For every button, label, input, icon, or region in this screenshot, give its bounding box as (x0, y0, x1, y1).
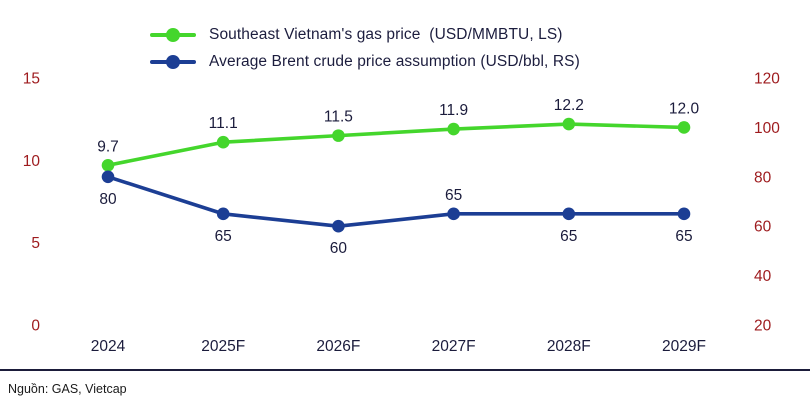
x-axis-label: 2024 (91, 338, 126, 355)
data-point (562, 207, 576, 221)
footer-divider (0, 369, 810, 371)
right-axis-tick: 100 (754, 120, 780, 137)
data-label: 11.1 (209, 115, 238, 132)
data-point (332, 219, 345, 233)
x-axis-label: 2028F (547, 338, 591, 355)
chart-legend: Southeast Vietnam's gas price (USD/MMBTU… (150, 26, 580, 71)
right-axis-tick: 60 (754, 219, 772, 236)
legend-label-gas-price: Southeast Vietnam's gas price (USD/MMBTU… (209, 26, 563, 43)
data-point (677, 207, 691, 221)
data-label: 65 (560, 228, 577, 245)
data-label: 12.2 (554, 97, 584, 114)
right-axis-tick: 20 (754, 318, 772, 335)
x-axis-label: 2026F (316, 338, 360, 355)
data-point (677, 121, 691, 134)
data-label: 80 (99, 191, 117, 208)
data-label: 65 (215, 228, 232, 245)
x-axis-label: 2025F (201, 338, 245, 355)
left-axis-tick: 0 (31, 318, 40, 335)
data-point (447, 207, 460, 221)
legend-marker-blue-line-icon (150, 55, 196, 69)
data-label: 60 (330, 240, 348, 257)
right-axis-tick: 120 (754, 71, 780, 88)
series-line (106, 122, 686, 168)
data-point (562, 117, 576, 131)
data-point (216, 207, 230, 221)
line-chart: 0 5 10 15 20 40 60 80 100 120 2024 2025F 2026F 2027F 2… (23, 71, 780, 356)
data-label: 9.7 (97, 138, 119, 155)
data-point (332, 129, 345, 142)
data-point (101, 158, 115, 172)
data-label: 11.5 (324, 109, 353, 126)
legend-item-gas-price: Southeast Vietnam's gas price (USD/MMBTU… (150, 26, 580, 44)
x-axis-label: 2029F (662, 338, 706, 355)
legend-marker-green-line-icon (150, 28, 196, 42)
legend-label-brent-price: Average Brent crude price assumption (US… (209, 53, 580, 70)
right-axis-tick: 40 (754, 268, 772, 285)
data-label: 11.9 (439, 102, 468, 119)
data-label: 65 (675, 228, 692, 245)
left-axis-tick: 15 (23, 71, 40, 88)
left-axis-tick: 10 (23, 153, 41, 170)
left-axis-tick: 5 (31, 235, 40, 252)
data-point (447, 122, 460, 136)
data-label: 12.0 (669, 100, 700, 117)
data-point (101, 170, 115, 184)
data-point (216, 135, 230, 149)
legend-item-brent-price: Average Brent crude price assumption (US… (150, 53, 580, 71)
source-note: Nguồn: GAS, Vietcap (8, 382, 127, 396)
x-axis-label: 2027F (432, 338, 476, 355)
series-line (106, 175, 686, 228)
right-axis-tick: 80 (754, 169, 772, 186)
data-label: 65 (445, 187, 462, 204)
